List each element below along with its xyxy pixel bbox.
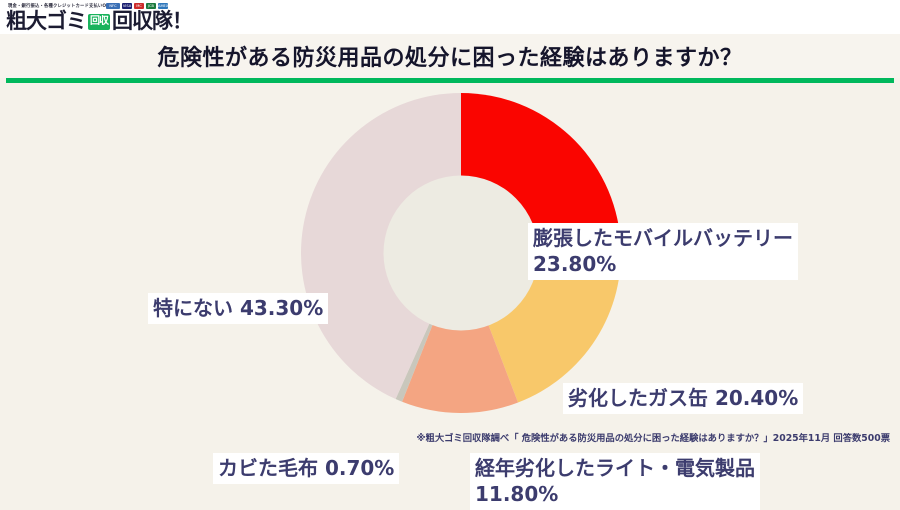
nfc-pay-icon: NFC: [106, 3, 120, 9]
callout-gas-label: 劣化したガス缶 20.40%: [568, 386, 799, 410]
chart-area: 膨張したモバイルバッテリー 23.80% 劣化したガス缶 20.40% 経年劣化…: [0, 83, 900, 510]
brand-tagline: 現金・銀行振込・各種クレジットカード支払いOK!: [8, 4, 112, 9]
callout-blanket: カビた毛布 0.70%: [213, 453, 400, 484]
mastercard-icon: MC: [134, 3, 144, 9]
source-footnote: ※粗大ゴミ回収隊調べ「 危険性がある防災用品の処分に困った経験はありますか？」2…: [416, 433, 891, 444]
donut-chart: [296, 88, 626, 418]
donut-slice: [402, 253, 519, 414]
brand-logo-part-2: 回収隊！: [112, 9, 193, 33]
brand-logo[interactable]: 現金・銀行振込・各種クレジットカード支払いOK! NFC VISA MC JCB…: [6, 2, 256, 34]
callout-light: 経年劣化したライト・電気製品 11.80%: [470, 453, 760, 510]
jcb-card-icon: JCB: [146, 3, 156, 9]
callout-light-label: 経年劣化したライト・電気製品: [475, 456, 755, 480]
callout-none: 特にない 43.30%: [148, 293, 329, 324]
callout-blanket-label: カビた毛布 0.70%: [218, 456, 395, 480]
callout-none-label: 特にない 43.30%: [153, 296, 324, 320]
brand-header-band: 現金・銀行振込・各種クレジットカード支払いOK! NFC VISA MC JCB…: [0, 0, 900, 34]
brand-logo-part-1: 粗大ゴミ: [6, 9, 87, 33]
donut-chart-svg: [301, 93, 621, 414]
title-bar: 危険性がある防災用品の処分に困った経験はありますか？: [0, 34, 900, 78]
callout-light-value: 11.80%: [475, 482, 559, 506]
callout-battery-value: 23.80%: [533, 252, 617, 276]
donut-hole: [383, 175, 539, 331]
donut-slices: [301, 93, 621, 414]
recycle-chip-icon: 回収: [88, 13, 110, 30]
page-title: 危険性がある防災用品の処分に困った経験はありますか？: [157, 46, 743, 71]
visa-card-icon: VISA: [122, 3, 132, 9]
amex-card-icon: AMEX: [158, 3, 168, 9]
donut-slice: [301, 93, 461, 400]
title-divider: [6, 78, 894, 83]
callout-battery: 膨張したモバイルバッテリー 23.80%: [528, 223, 798, 280]
callout-gas: 劣化したガス缶 20.40%: [563, 383, 804, 414]
brand-logo-wordmark: 粗大ゴミ 回収 回収隊！: [6, 9, 193, 34]
callout-battery-label: 膨張したモバイルバッテリー: [533, 226, 793, 250]
